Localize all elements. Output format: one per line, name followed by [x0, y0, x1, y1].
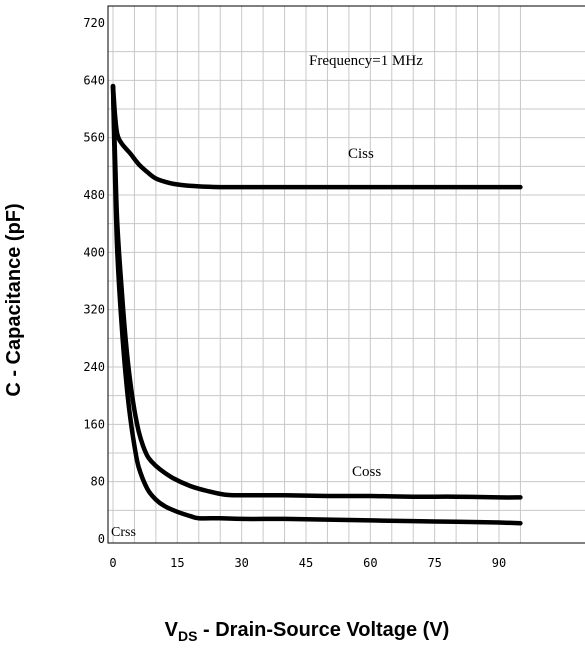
y-tick-label: 400	[83, 245, 105, 259]
grid	[108, 6, 585, 543]
x-tick-label: 90	[492, 556, 506, 570]
series-curves	[110, 83, 523, 526]
y-tick-label: 640	[83, 73, 105, 87]
y-tick-label: 320	[83, 303, 105, 317]
x-tick-label: 45	[299, 556, 313, 570]
y-axis-title: C - Capacitance (pF)	[3, 203, 25, 396]
x-axis-title-subscript: DS	[178, 628, 197, 644]
x-axis-title-rest: - Drain-Source Voltage (V)	[197, 619, 449, 641]
x-tick-label: 60	[363, 556, 377, 570]
series-label-coss: Coss	[352, 464, 381, 480]
y-tick-label: 80	[91, 475, 105, 489]
y-tick-label: 240	[83, 360, 105, 374]
x-tick-label: 15	[170, 556, 184, 570]
y-tick-label: 720	[83, 16, 105, 30]
y-tick-label: 160	[83, 417, 105, 431]
series-label-ciss: Ciss	[348, 146, 374, 162]
series-line-coss	[110, 83, 523, 500]
series-line-ciss	[110, 83, 523, 190]
x-axis-title: VDS - Drain-Source Voltage (V)	[165, 619, 450, 644]
x-tick-label: 0	[109, 556, 116, 570]
frequency-annotation: Frequency=1 MHz	[309, 53, 423, 69]
x-tick-label: 75	[427, 556, 441, 570]
y-tick-label: 560	[83, 131, 105, 145]
tick-labels: 0 80 160 240 320 400 480 560 640 720 0 15 30 45 60 75 90	[83, 16, 506, 570]
x-tick-label: 30	[234, 556, 248, 570]
series-line-crss	[110, 83, 523, 526]
plot-frame	[107, 5, 585, 544]
x-axis-title-main: V	[165, 619, 179, 641]
y-tick-label: 480	[83, 188, 105, 202]
y-tick-label: 0	[98, 532, 105, 546]
series-label-crss: Crss	[111, 525, 136, 540]
